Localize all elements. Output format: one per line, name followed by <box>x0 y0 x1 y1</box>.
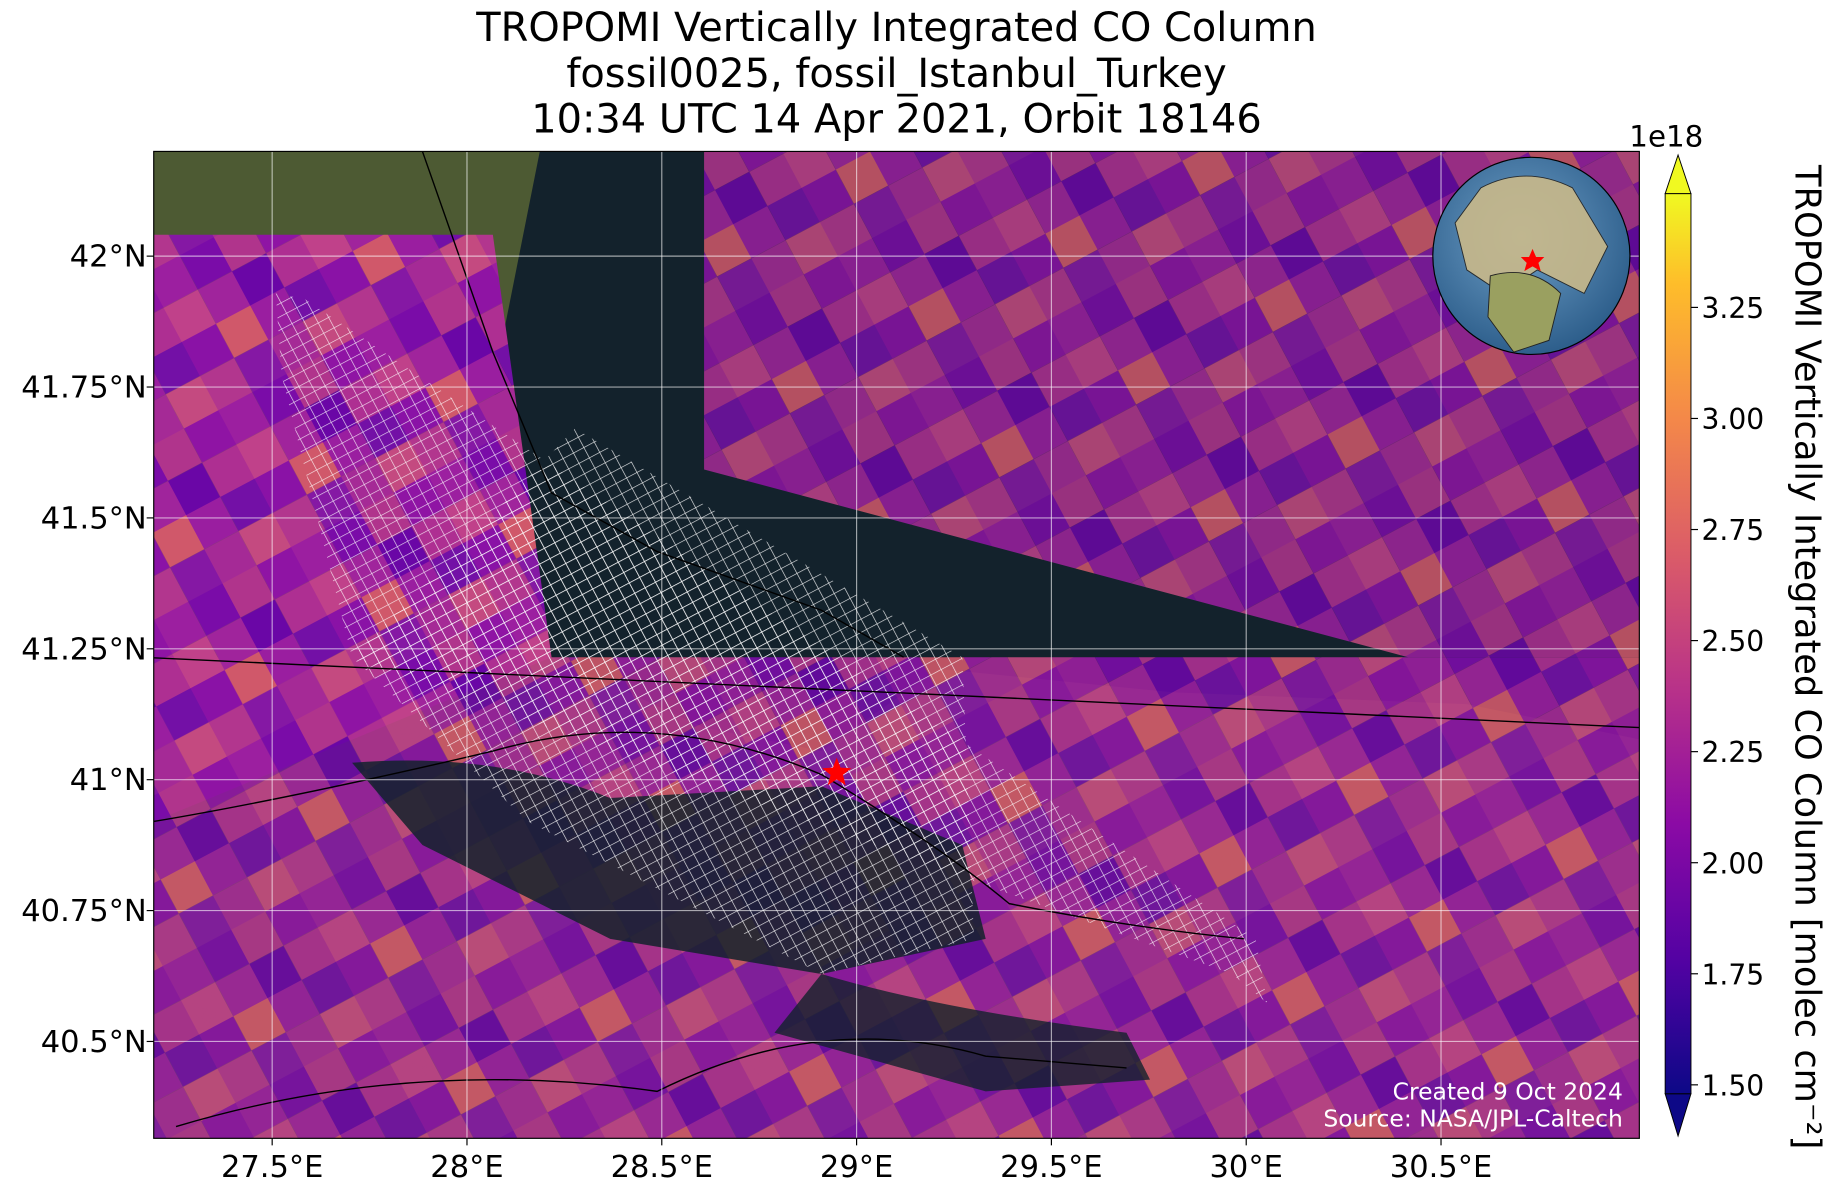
colorbar-tick-label: 2.00 <box>1702 847 1765 880</box>
x-tick-label: 30°E <box>1210 1150 1283 1185</box>
colorbar-offset: 1e18 <box>1629 120 1703 154</box>
x-tick-label: 29°E <box>820 1150 893 1185</box>
y-tick-label: 41.75°N <box>21 371 146 406</box>
colorbar: 1e18 TROPOMI Vertically Integrated CO Co… <box>1629 120 1827 1150</box>
title-line: fossil0025, fossil_Istanbul_Turkey <box>566 51 1226 97</box>
title-line: TROPOMI Vertically Integrated CO Column <box>475 5 1316 51</box>
colorbar-tick-label: 2.75 <box>1702 514 1765 547</box>
graticule <box>153 151 1640 1139</box>
x-tick-label: 28.5°E <box>611 1150 713 1185</box>
y-tick-label: 40.5°N <box>41 1025 147 1060</box>
credit: Created 9 Oct 2024 <box>1393 1078 1623 1106</box>
credit: Source: NASA/JPL-Caltech <box>1323 1105 1623 1133</box>
y-tick-label: 41.5°N <box>41 501 147 536</box>
site-marker <box>822 757 852 786</box>
y-tick-label: 41.25°N <box>21 632 146 667</box>
colorbar-tick-label: 2.25 <box>1702 736 1765 769</box>
colorbar-tick-label: 1.50 <box>1702 1069 1765 1102</box>
colorbar-tick-label: 1.75 <box>1702 958 1765 991</box>
title-block: TROPOMI Vertically Integrated CO Column … <box>475 5 1316 143</box>
map-frame <box>153 150 1640 1139</box>
x-tick-label: 27.5°E <box>221 1150 323 1185</box>
colorbar-label: TROPOMI Vertically Integrated CO Column … <box>1786 164 1827 1149</box>
y-tick-label: 40.75°N <box>21 894 146 929</box>
x-tick-label: 30.5°E <box>1390 1150 1492 1185</box>
y-tick-label: 41°N <box>70 763 147 798</box>
y-tick-label: 42°N <box>70 240 147 275</box>
x-tick-label: 29.5°E <box>1000 1150 1102 1185</box>
x-tick-label: 28°E <box>430 1150 503 1185</box>
globe-inset <box>1432 156 1631 356</box>
map-imagery <box>153 151 1640 1139</box>
colorbar-tick-label: 2.50 <box>1702 625 1765 658</box>
title-line: 10:34 UTC 14 Apr 2021, Orbit 18146 <box>531 97 1262 143</box>
colorbar-tick-label: 3.25 <box>1702 292 1765 325</box>
colorbar-tick-label: 3.00 <box>1702 403 1765 436</box>
